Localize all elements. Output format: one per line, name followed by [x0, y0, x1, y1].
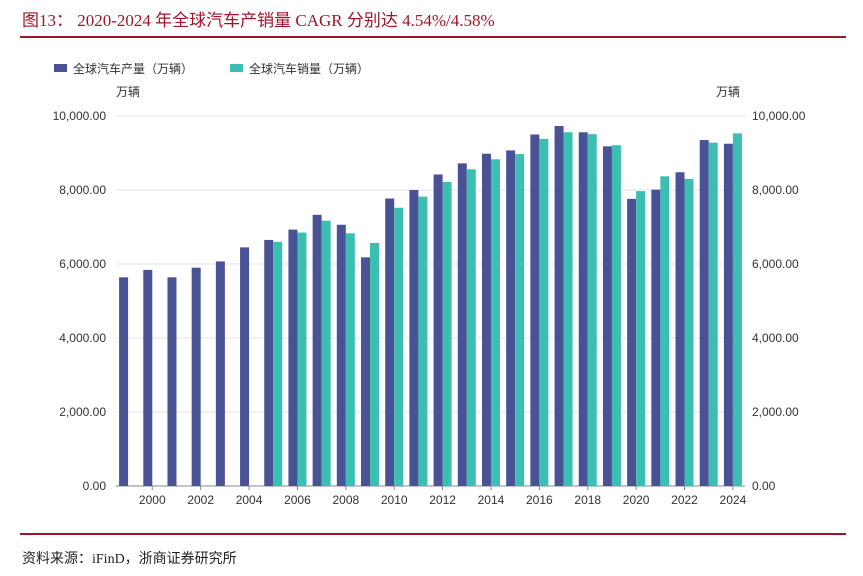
production-bar-2001 — [167, 277, 177, 486]
legend-swatch-production — [54, 64, 67, 72]
production-bar-2000 — [143, 269, 153, 486]
production-bar-2007 — [312, 214, 322, 487]
production-bar-2017 — [554, 125, 564, 487]
bars — [119, 125, 742, 487]
gridlines — [116, 115, 745, 487]
x-tick-label: 2018 — [574, 493, 601, 507]
production-bar-2023 — [699, 140, 709, 487]
production-bar-2005 — [264, 239, 274, 486]
y-axis-right: 0.00 2,000.00 4,000.00 6,000.00 8,000.00 10,0… — [752, 109, 806, 493]
x-tick-label: 2006 — [284, 493, 311, 507]
production-bar-2011 — [409, 190, 419, 486]
x-tick-label: 2024 — [720, 493, 747, 507]
y-tick-label-right: 10,000.00 — [752, 109, 806, 123]
x-tick-label: 2022 — [671, 493, 698, 507]
sales-bar-2009 — [370, 242, 380, 486]
production-bar-2022 — [675, 172, 685, 487]
sales-bar-2013 — [466, 169, 476, 486]
production-bar-2016 — [530, 134, 540, 486]
production-bar-2013 — [457, 163, 467, 487]
sales-bar-2018 — [587, 134, 597, 486]
production-bar-2024 — [723, 143, 733, 486]
legend-label-production: 全球汽车产量（万辆） — [73, 61, 193, 76]
production-bar-2006 — [288, 229, 298, 486]
y-tick-label-left: 8,000.00 — [59, 183, 106, 197]
y-tick-label-left: 10,000.00 — [53, 109, 107, 123]
x-axis: 2000 2002 2004 2006 2008 2010 2012 2014 2016 2018… — [139, 486, 747, 507]
production-bar-2010 — [385, 198, 395, 486]
production-bar-2009 — [361, 257, 371, 486]
sales-bar-2016 — [539, 138, 549, 486]
x-tick-label: 2008 — [332, 493, 359, 507]
sales-bar-2021 — [660, 176, 670, 486]
sales-bar-2006 — [297, 232, 307, 486]
sales-bar-2014 — [490, 159, 500, 487]
figure-title: 图13： 2020-2024 年全球汽车产销量 CAGR 分别达 4.54%/4… — [22, 11, 495, 30]
production-bar-2002 — [191, 267, 201, 486]
production-bar-2021 — [651, 189, 661, 486]
x-tick-label: 2020 — [623, 493, 650, 507]
sales-bar-2008 — [345, 233, 355, 486]
sales-bar-2023 — [708, 142, 718, 486]
y-tick-label-right: 4,000.00 — [752, 331, 799, 345]
y-unit-left: 万辆 — [116, 85, 140, 99]
sales-bar-2024 — [732, 133, 742, 486]
y-tick-label-right: 6,000.00 — [752, 257, 799, 271]
sales-bar-2007 — [321, 220, 331, 486]
production-bar-2014 — [481, 153, 491, 487]
y-tick-label-left: 6,000.00 — [59, 257, 106, 271]
legend-label-sales: 全球汽车销量（万辆） — [249, 61, 369, 76]
y-tick-label-right: 0.00 — [752, 479, 776, 493]
legend-swatch-sales — [230, 64, 243, 72]
production-bar-2018 — [578, 132, 588, 486]
y-tick-label-right: 2,000.00 — [752, 405, 799, 419]
sales-bar-2010 — [394, 207, 404, 486]
x-tick-label: 2004 — [236, 493, 263, 507]
sales-bar-2022 — [684, 178, 694, 486]
sales-bar-2015 — [515, 154, 525, 487]
sales-bar-2011 — [418, 196, 428, 486]
source-note: 资料来源：iFinD，浙商证券研究所 — [22, 552, 237, 567]
y-axis-left: 0.00 2,000.00 4,000.00 6,000.00 8,000.00 10,0… — [53, 109, 107, 493]
sales-bar-2019 — [611, 145, 621, 487]
production-bar-2020 — [627, 198, 637, 486]
x-tick-label: 2002 — [187, 493, 214, 507]
production-bar-2012 — [433, 174, 443, 486]
legend: 全球汽车产量（万辆） 全球汽车销量（万辆） — [54, 61, 369, 76]
x-tick-label: 2016 — [526, 493, 553, 507]
production-bar-2004 — [240, 247, 250, 486]
production-bar-1999 — [119, 277, 129, 486]
x-tick-label: 2014 — [478, 493, 505, 507]
top-rule — [20, 36, 846, 38]
production-bar-2015 — [506, 150, 516, 486]
x-tick-label: 2010 — [381, 493, 408, 507]
production-bar-2003 — [215, 261, 225, 486]
bottom-rule — [20, 533, 846, 535]
x-tick-label: 2012 — [429, 493, 456, 507]
production-bar-2008 — [336, 224, 346, 486]
y-unit-right: 万辆 — [716, 85, 740, 99]
y-tick-label-left: 0.00 — [83, 479, 107, 493]
sales-bar-2017 — [563, 132, 573, 486]
x-tick-label: 2000 — [139, 493, 166, 507]
sales-bar-2005 — [273, 241, 283, 486]
y-tick-label-right: 8,000.00 — [752, 183, 799, 197]
y-tick-label-left: 2,000.00 — [59, 405, 106, 419]
y-tick-label-left: 4,000.00 — [59, 331, 106, 345]
sales-bar-2020 — [636, 191, 646, 487]
sales-bar-2012 — [442, 181, 452, 487]
production-bar-2019 — [602, 146, 612, 486]
